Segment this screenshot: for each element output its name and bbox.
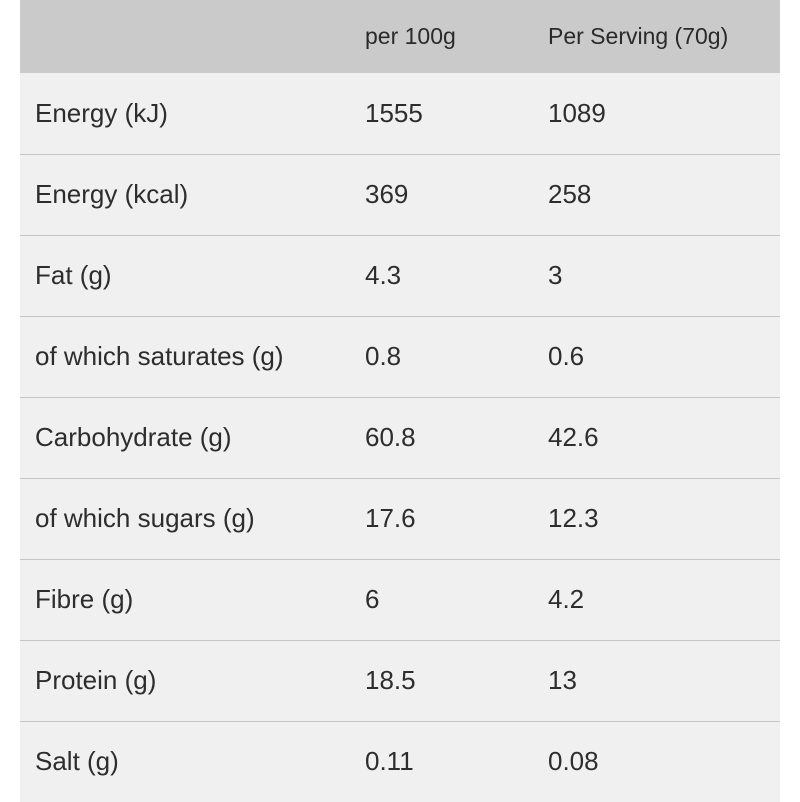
header-nutrient — [20, 0, 350, 73]
table-row: Energy (kcal) 369 258 — [20, 154, 780, 236]
header-per-100g: per 100g — [365, 23, 456, 49]
value-per-serving: 0.6 — [533, 316, 780, 398]
table-row: of which saturates (g) 0.8 0.6 — [20, 316, 780, 398]
value-per-serving: 12.3 — [533, 478, 780, 560]
value-per-serving: 3 — [533, 235, 780, 317]
table-row: Fat (g) 4.3 3 — [20, 235, 780, 317]
value-per-100g: 18.5 — [350, 640, 533, 722]
value-per-serving: 258 — [533, 154, 780, 236]
nutrient-name: Fat (g) — [20, 235, 350, 317]
nutrient-name: Fibre (g) — [20, 559, 350, 641]
table-row: Energy (kJ) 1555 1089 — [20, 73, 780, 155]
nutrient-name: Protein (g) — [20, 640, 350, 722]
nutrient-name: Energy (kcal) — [20, 154, 350, 236]
table-header-row: per 100g Per Serving (70g) — [20, 0, 780, 73]
nutrient-name: Carbohydrate (g) — [20, 397, 350, 479]
value-per-100g: 0.11 — [365, 746, 414, 777]
nutrient-name: of which sugars (g) — [20, 478, 350, 560]
value-per-100g: 60.8 — [350, 397, 533, 479]
value-per-serving: 42.6 — [533, 397, 780, 479]
value-per-serving: 0.08 — [548, 746, 599, 777]
table-row: Fibre (g) 6 4.2 — [20, 559, 780, 641]
value-per-100g: 369 — [350, 154, 533, 236]
value-per-serving: 13 — [533, 640, 780, 722]
table-row: Salt (g) 0.11 0.08 — [20, 721, 780, 802]
value-per-100g: 17.6 — [350, 478, 533, 560]
header-per-serving: Per Serving (70g) — [548, 23, 729, 49]
value-per-serving: 4.2 — [533, 559, 780, 641]
nutrient-name: Salt (g) — [35, 746, 119, 777]
value-per-100g: 1555 — [350, 73, 533, 155]
nutrition-table-container: per 100g Per Serving (70g) Energy (kJ) 1… — [20, 0, 780, 802]
value-per-100g: 6 — [350, 559, 533, 641]
value-per-serving: 1089 — [533, 73, 780, 155]
table-row: Carbohydrate (g) 60.8 42.6 — [20, 397, 780, 479]
value-per-100g: 0.8 — [350, 316, 533, 398]
value-per-100g: 4.3 — [350, 235, 533, 317]
table-row: of which sugars (g) 17.6 12.3 — [20, 478, 780, 560]
nutrient-name: of which saturates (g) — [20, 316, 350, 398]
nutrition-table: per 100g Per Serving (70g) Energy (kJ) 1… — [20, 0, 780, 802]
nutrient-name: Energy (kJ) — [20, 73, 350, 155]
table-row: Protein (g) 18.5 13 — [20, 640, 780, 722]
